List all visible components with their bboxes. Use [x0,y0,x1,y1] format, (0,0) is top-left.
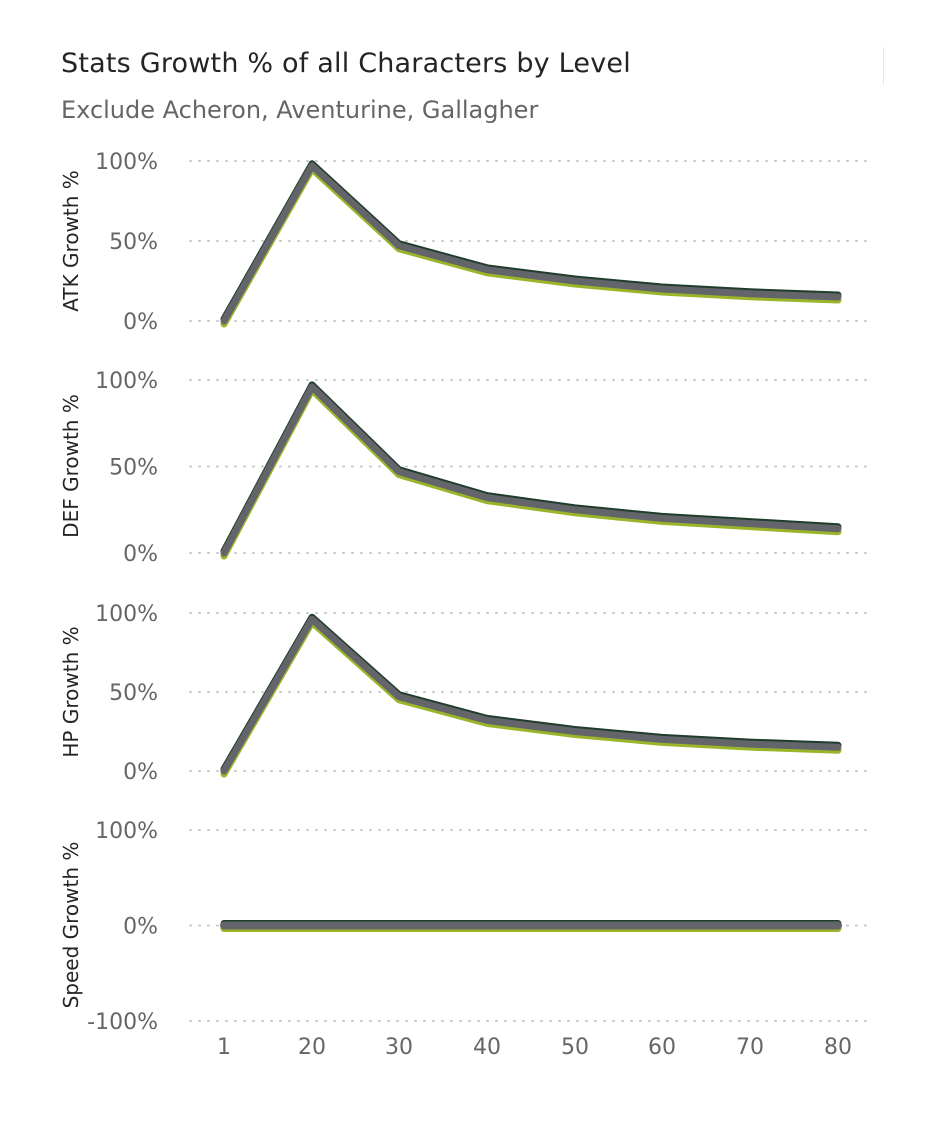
data-point [221,318,227,324]
data-point [484,267,490,273]
series-line [220,615,842,775]
data-point [659,923,665,928]
data-point [309,384,315,390]
data-point [396,469,402,475]
chart-title: Stats Growth % of all Characters by Leve… [61,48,631,79]
data-point [221,923,227,928]
data-point [659,736,665,742]
y-tick-label: 0% [123,310,158,335]
data-point [835,526,841,532]
data-point [484,495,490,501]
y-tick-label: 0% [123,915,158,940]
y-tick-label: 100% [95,150,158,175]
x-tick-label: 20 [298,1035,326,1060]
data-point [221,550,227,556]
x-tick-label: 30 [385,1035,413,1060]
series-line [220,162,842,325]
data-point [747,521,753,527]
data-point [396,243,402,249]
data-point [835,923,841,928]
data-point [747,923,753,928]
y-tick-label: 50% [109,456,158,481]
y-tick-label: 0% [123,760,158,785]
y-axis-title: Speed Growth % [59,842,83,1009]
data-point [484,923,490,928]
y-tick-label: 0% [123,542,158,567]
data-point [835,744,841,750]
data-point [396,923,402,928]
series-line-underlay [220,165,842,328]
y-tick-label: 100% [95,602,158,627]
x-tick-label: 60 [648,1035,676,1060]
data-point [221,768,227,774]
data-point [309,163,315,169]
data-point [572,278,578,284]
y-tick-label: 50% [109,681,158,706]
data-point [309,923,315,928]
y-axis-title: ATK Growth % [59,170,83,312]
data-point [396,694,402,700]
series-line [220,383,842,557]
x-tick-label: 1 [217,1035,231,1060]
y-tick-label: 100% [95,369,158,394]
chart-subtitle: Exclude Acheron, Aventurine, Gallagher [61,96,539,124]
data-point [572,729,578,734]
y-tick-label: 100% [95,819,158,844]
y-tick-label: -100% [87,1010,158,1035]
series-line-underlay [220,618,842,778]
data-point [572,507,578,513]
data-point [659,286,665,292]
data-point [747,291,753,297]
x-tick-label: 80 [824,1035,852,1060]
x-tick-label: 40 [473,1035,501,1060]
x-tick-label: 50 [561,1035,589,1060]
data-point [484,717,490,723]
data-point [659,515,665,521]
data-point [747,741,753,747]
y-axis-title: HP Growth % [59,626,83,757]
data-point [309,616,315,622]
data-point [572,923,578,928]
series-line-underlay [220,386,842,560]
data-point [835,294,841,300]
y-tick-label: 50% [109,230,158,255]
y-axis-title: DEF Growth % [59,394,83,538]
x-tick-label: 70 [736,1035,764,1060]
visual-border-line [883,47,884,85]
